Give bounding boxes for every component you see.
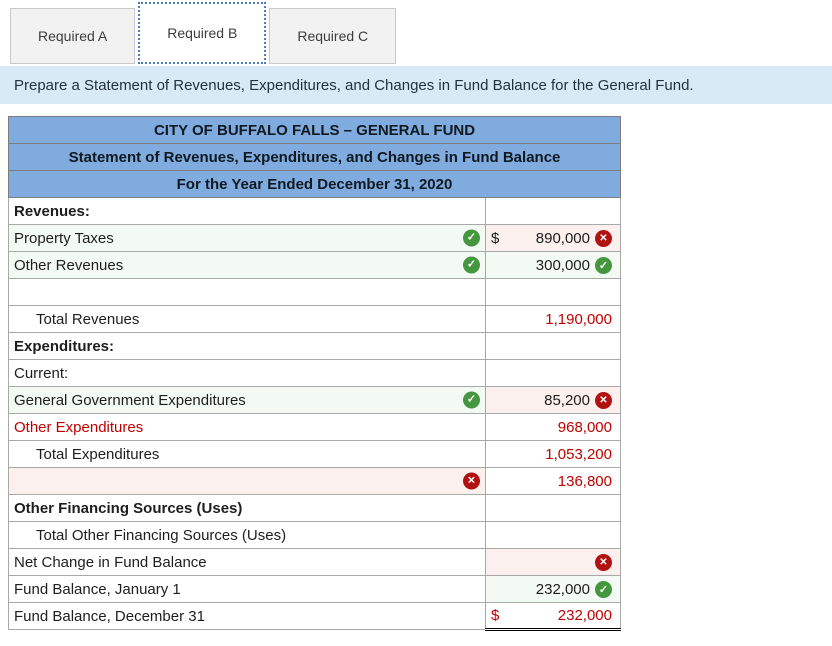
- label-cell-other-financing-header: Other Financing Sources (Uses): [8, 494, 486, 522]
- row-amount: 232,000: [535, 580, 590, 598]
- row-label: General Government Expenditures: [14, 391, 246, 409]
- table-row: Other Revenues 300,000: [8, 251, 621, 279]
- label-cell-total-revenues: Total Revenues: [8, 305, 486, 333]
- row-amount: 85,200: [544, 391, 590, 409]
- amount-cell: [485, 521, 621, 549]
- label-cell-other-revenues[interactable]: Other Revenues: [8, 251, 486, 279]
- amount-cell-fund-balance-december: $ 232,000: [485, 602, 621, 631]
- row-label: Other Financing Sources (Uses): [14, 499, 243, 517]
- amount-cell: [485, 494, 621, 522]
- label-cell-other-expenditures: Other Expenditures: [8, 413, 486, 441]
- label-cell-total-expenditures: Total Expenditures: [8, 440, 486, 468]
- table-row: Fund Balance, December 31 $ 232,000: [8, 602, 621, 631]
- correct-icon: [463, 391, 480, 409]
- row-label: Expenditures:: [14, 337, 115, 355]
- amount-cell-net-change[interactable]: [485, 548, 621, 576]
- table-row: Other Financing Sources (Uses): [8, 494, 621, 522]
- table-title-row: Statement of Revenues, Expenditures, and…: [8, 143, 621, 171]
- correct-icon: [463, 256, 480, 274]
- row-label: Current:: [14, 364, 69, 382]
- table-row: Current:: [8, 359, 621, 387]
- table-row: Expenditures:: [8, 332, 621, 360]
- row-amount: 968,000: [557, 418, 612, 436]
- amount-cell-fund-balance-january[interactable]: 232,000: [485, 575, 621, 603]
- row-label: Total Expenditures: [36, 445, 160, 463]
- row-label: Other Revenues: [14, 256, 124, 274]
- row-amount: 890,000: [535, 229, 590, 247]
- amount-cell: [485, 197, 621, 225]
- table-row: General Government Expenditures 85,200: [8, 386, 621, 414]
- statement-table: CITY OF BUFFALO FALLS – GENERAL FUND Sta…: [8, 116, 621, 631]
- table-row: Property Taxes $ 890,000: [8, 224, 621, 252]
- row-label: Total Revenues: [36, 310, 140, 328]
- correct-icon: [595, 256, 612, 274]
- row-label: Total Other Financing Sources (Uses): [36, 526, 287, 544]
- incorrect-icon: [463, 472, 480, 490]
- tab-required-c[interactable]: Required C: [269, 8, 397, 64]
- row-label: Property Taxes: [14, 229, 114, 247]
- table-row: Net Change in Fund Balance: [8, 548, 621, 576]
- row-label: Net Change in Fund Balance: [14, 553, 207, 571]
- label-cell-net-change: Net Change in Fund Balance: [8, 548, 486, 576]
- table-title-row: For the Year Ended December 31, 2020: [8, 170, 621, 198]
- currency-symbol: $: [491, 229, 500, 247]
- correct-icon: [463, 229, 480, 247]
- table-row: Revenues:: [8, 197, 621, 225]
- label-cell-blank-incorrect[interactable]: [8, 467, 486, 495]
- label-cell-current: Current:: [8, 359, 486, 387]
- table-row: Total Other Financing Sources (Uses): [8, 521, 621, 549]
- statement-title-line-3: For the Year Ended December 31, 2020: [8, 170, 621, 198]
- row-amount: 1,190,000: [545, 310, 612, 328]
- amount-cell-total-revenues: 1,190,000: [485, 305, 621, 333]
- row-amount: 136,800: [557, 472, 612, 490]
- table-row: Fund Balance, January 1 232,000: [8, 575, 621, 603]
- incorrect-icon: [595, 229, 612, 247]
- row-label: Fund Balance, January 1: [14, 580, 181, 598]
- row-amount: 1,053,200: [545, 445, 612, 463]
- tab-required-a[interactable]: Required A: [10, 8, 136, 64]
- currency-symbol: $: [491, 607, 500, 624]
- incorrect-icon: [595, 553, 612, 571]
- label-cell-general-government-expenditures[interactable]: General Government Expenditures: [8, 386, 486, 414]
- statement-title-line-2: Statement of Revenues, Expenditures, and…: [8, 143, 621, 171]
- table-row: 136,800: [8, 467, 621, 495]
- label-cell-total-other-financing: Total Other Financing Sources (Uses): [8, 521, 486, 549]
- correct-icon: [595, 580, 612, 598]
- label-cell-empty[interactable]: [8, 278, 486, 306]
- amount-cell-other-revenues[interactable]: 300,000: [485, 251, 621, 279]
- table-title-row: CITY OF BUFFALO FALLS – GENERAL FUND: [8, 116, 621, 144]
- label-cell-expenditures-header: Expenditures:: [8, 332, 486, 360]
- row-amount: 300,000: [535, 256, 590, 274]
- label-cell-fund-balance-december: Fund Balance, December 31: [8, 602, 486, 630]
- tab-required-b[interactable]: Required B: [138, 2, 267, 64]
- table-row: Other Expenditures 968,000: [8, 413, 621, 441]
- row-label: Revenues:: [14, 202, 90, 220]
- label-cell-fund-balance-january: Fund Balance, January 1: [8, 575, 486, 603]
- table-row: Total Expenditures 1,053,200: [8, 440, 621, 468]
- table-row: [8, 278, 621, 306]
- instruction-banner: Prepare a Statement of Revenues, Expendi…: [0, 66, 832, 104]
- row-label: Other Expenditures: [14, 418, 144, 436]
- row-label: Fund Balance, December 31: [14, 607, 205, 625]
- amount-cell: [485, 332, 621, 360]
- amount-cell: [485, 359, 621, 387]
- table-row: Total Revenues 1,190,000: [8, 305, 621, 333]
- amount-cell-other-expenditures: 968,000: [485, 413, 621, 441]
- label-cell-property-taxes[interactable]: Property Taxes: [8, 224, 486, 252]
- statement-title-line-1: CITY OF BUFFALO FALLS – GENERAL FUND: [8, 116, 621, 144]
- instruction-text: Prepare a Statement of Revenues, Expendi…: [14, 76, 694, 94]
- tab-bar: Required A Required B Required C: [0, 0, 832, 64]
- amount-cell-empty[interactable]: [485, 278, 621, 306]
- row-amount: 232,000: [557, 607, 612, 624]
- amount-cell-excess: 136,800: [485, 467, 621, 495]
- label-cell-revenues-header: Revenues:: [8, 197, 486, 225]
- incorrect-icon: [595, 391, 612, 409]
- amount-cell-property-taxes[interactable]: $ 890,000: [485, 224, 621, 252]
- amount-cell-total-expenditures: 1,053,200: [485, 440, 621, 468]
- amount-cell-general-government-expenditures[interactable]: 85,200: [485, 386, 621, 414]
